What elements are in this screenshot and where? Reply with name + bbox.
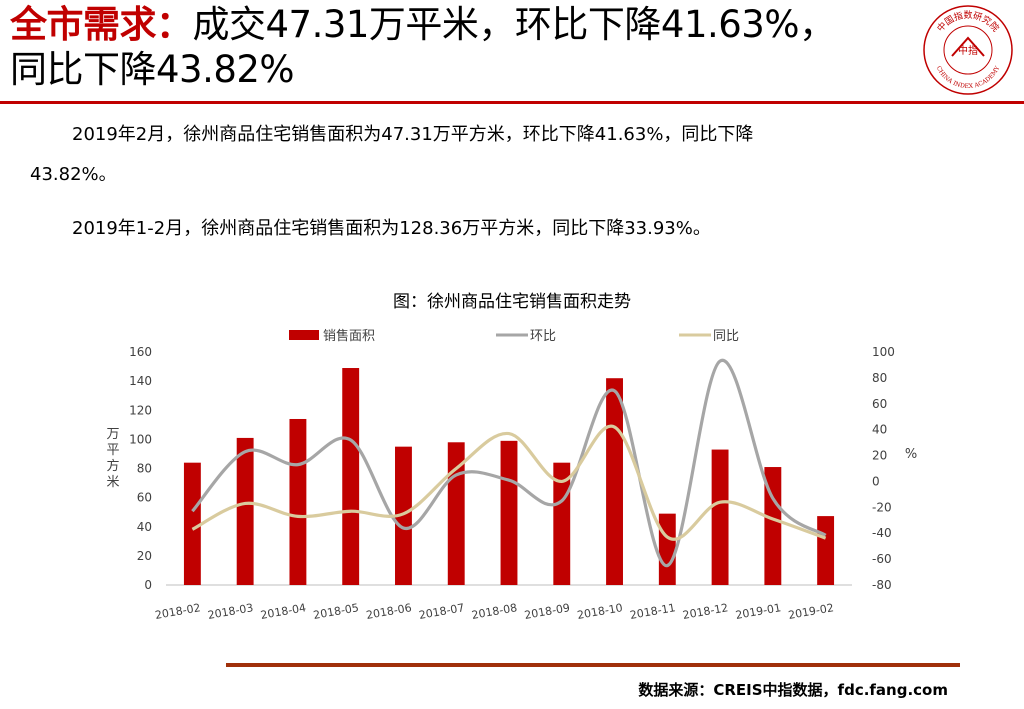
y-tick-label: 0 [144, 578, 152, 592]
y2-tick-label: 80 [872, 371, 887, 385]
paragraph-2: 2019年1-2月，徐州商品住宅销售面积为128.36万平方米，同比下降33.9… [72, 218, 711, 239]
legend-label: 销售面积 [323, 328, 375, 344]
bar-sales-area [606, 378, 623, 585]
data-source: 数据来源：CREIS中指数据，fdc.fang.com [638, 681, 948, 699]
legend-label: 同比 [713, 329, 739, 344]
bar-sales-area [711, 449, 729, 585]
y-tick-label: 80 [137, 462, 152, 476]
bar-sales-area [289, 418, 307, 585]
bar-sales-area [658, 513, 676, 585]
y-tick-label: 40 [137, 520, 152, 534]
page-header: 全市需求：成交47.31万平米，环比下降41.63%， 同比下降43.82% [10, 2, 910, 92]
legend-swatch-bar [289, 330, 319, 340]
page-title-line-1: 全市需求：成交47.31万平米，环比下降41.63%， [10, 2, 910, 47]
line-yoy [191, 424, 827, 541]
header-divider [0, 101, 1024, 104]
x-tick-label: 2018-12 [682, 601, 730, 622]
y-tick-label: 120 [129, 403, 152, 417]
y-axis-label: 方 [106, 458, 119, 474]
bar-sales-area [500, 440, 518, 585]
y-tick-label: 60 [137, 491, 152, 505]
china-index-academy-logo: 中国指数研究院 CHINA INDEX ACADEMY 中指 [923, 5, 1013, 95]
y-tick-label: 100 [129, 432, 152, 446]
y2-tick-label: 20 [872, 449, 887, 463]
legend-label: 环比 [530, 329, 556, 344]
x-tick-label: 2018-06 [365, 601, 413, 622]
x-tick-label: 2018-02 [154, 601, 202, 622]
y-axis-label: 平 [106, 443, 119, 458]
bar-sales-area [764, 467, 782, 585]
x-tick-label: 2018-03 [207, 601, 255, 622]
title-rest: 成交47.31万平米，环比下降41.63%， [192, 3, 837, 46]
paragraph-1-line-2: 43.82%。 [30, 164, 117, 185]
bar-sales-area [236, 437, 254, 585]
title-accent: 全市需求： [10, 3, 193, 46]
logo-center-text: 中指 [958, 44, 978, 57]
y2-tick-label: -80 [872, 578, 892, 592]
bar-sales-area [817, 516, 835, 585]
line-mom [191, 358, 827, 568]
x-tick-label: 2018-09 [523, 601, 571, 622]
y2-tick-label: 60 [872, 397, 887, 411]
y2-tick-label: 40 [872, 423, 887, 437]
y2-tick-label: -20 [872, 500, 892, 514]
x-tick-label: 2018-07 [418, 601, 466, 622]
bar-sales-area [342, 368, 360, 585]
bar-sales-area [395, 446, 412, 585]
x-tick-label: 2018-10 [576, 601, 624, 622]
y-axis-label: 米 [106, 475, 119, 490]
y-tick-label: 140 [129, 374, 152, 388]
x-tick-label: 2018-04 [260, 601, 308, 622]
x-tick-label: 2018-05 [312, 601, 360, 622]
y2-tick-label: 100 [872, 345, 895, 359]
bar-sales-area [183, 462, 201, 585]
x-tick-label: 2019-01 [734, 601, 782, 622]
y2-tick-label: -40 [872, 526, 892, 540]
paragraph-1-line-1: 2019年2月，徐州商品住宅销售面积为47.31万平方米，环比下降41.63%，… [72, 124, 754, 145]
x-tick-label: 2018-08 [471, 601, 519, 622]
x-tick-label: 2019-02 [787, 601, 835, 622]
y-tick-label: 20 [137, 549, 152, 563]
footer-divider [226, 663, 960, 667]
y-axis-label: 万 [106, 427, 119, 442]
y2-tick-label: 0 [872, 474, 880, 488]
y-tick-label: 160 [129, 345, 152, 359]
page-title-line-2: 同比下降43.82% [10, 48, 295, 91]
y2-axis-label: % [905, 447, 917, 462]
y2-tick-label: -60 [872, 552, 892, 566]
x-tick-label: 2018-11 [629, 601, 677, 622]
chart-title: 图：徐州商品住宅销售面积走势 [393, 292, 631, 312]
